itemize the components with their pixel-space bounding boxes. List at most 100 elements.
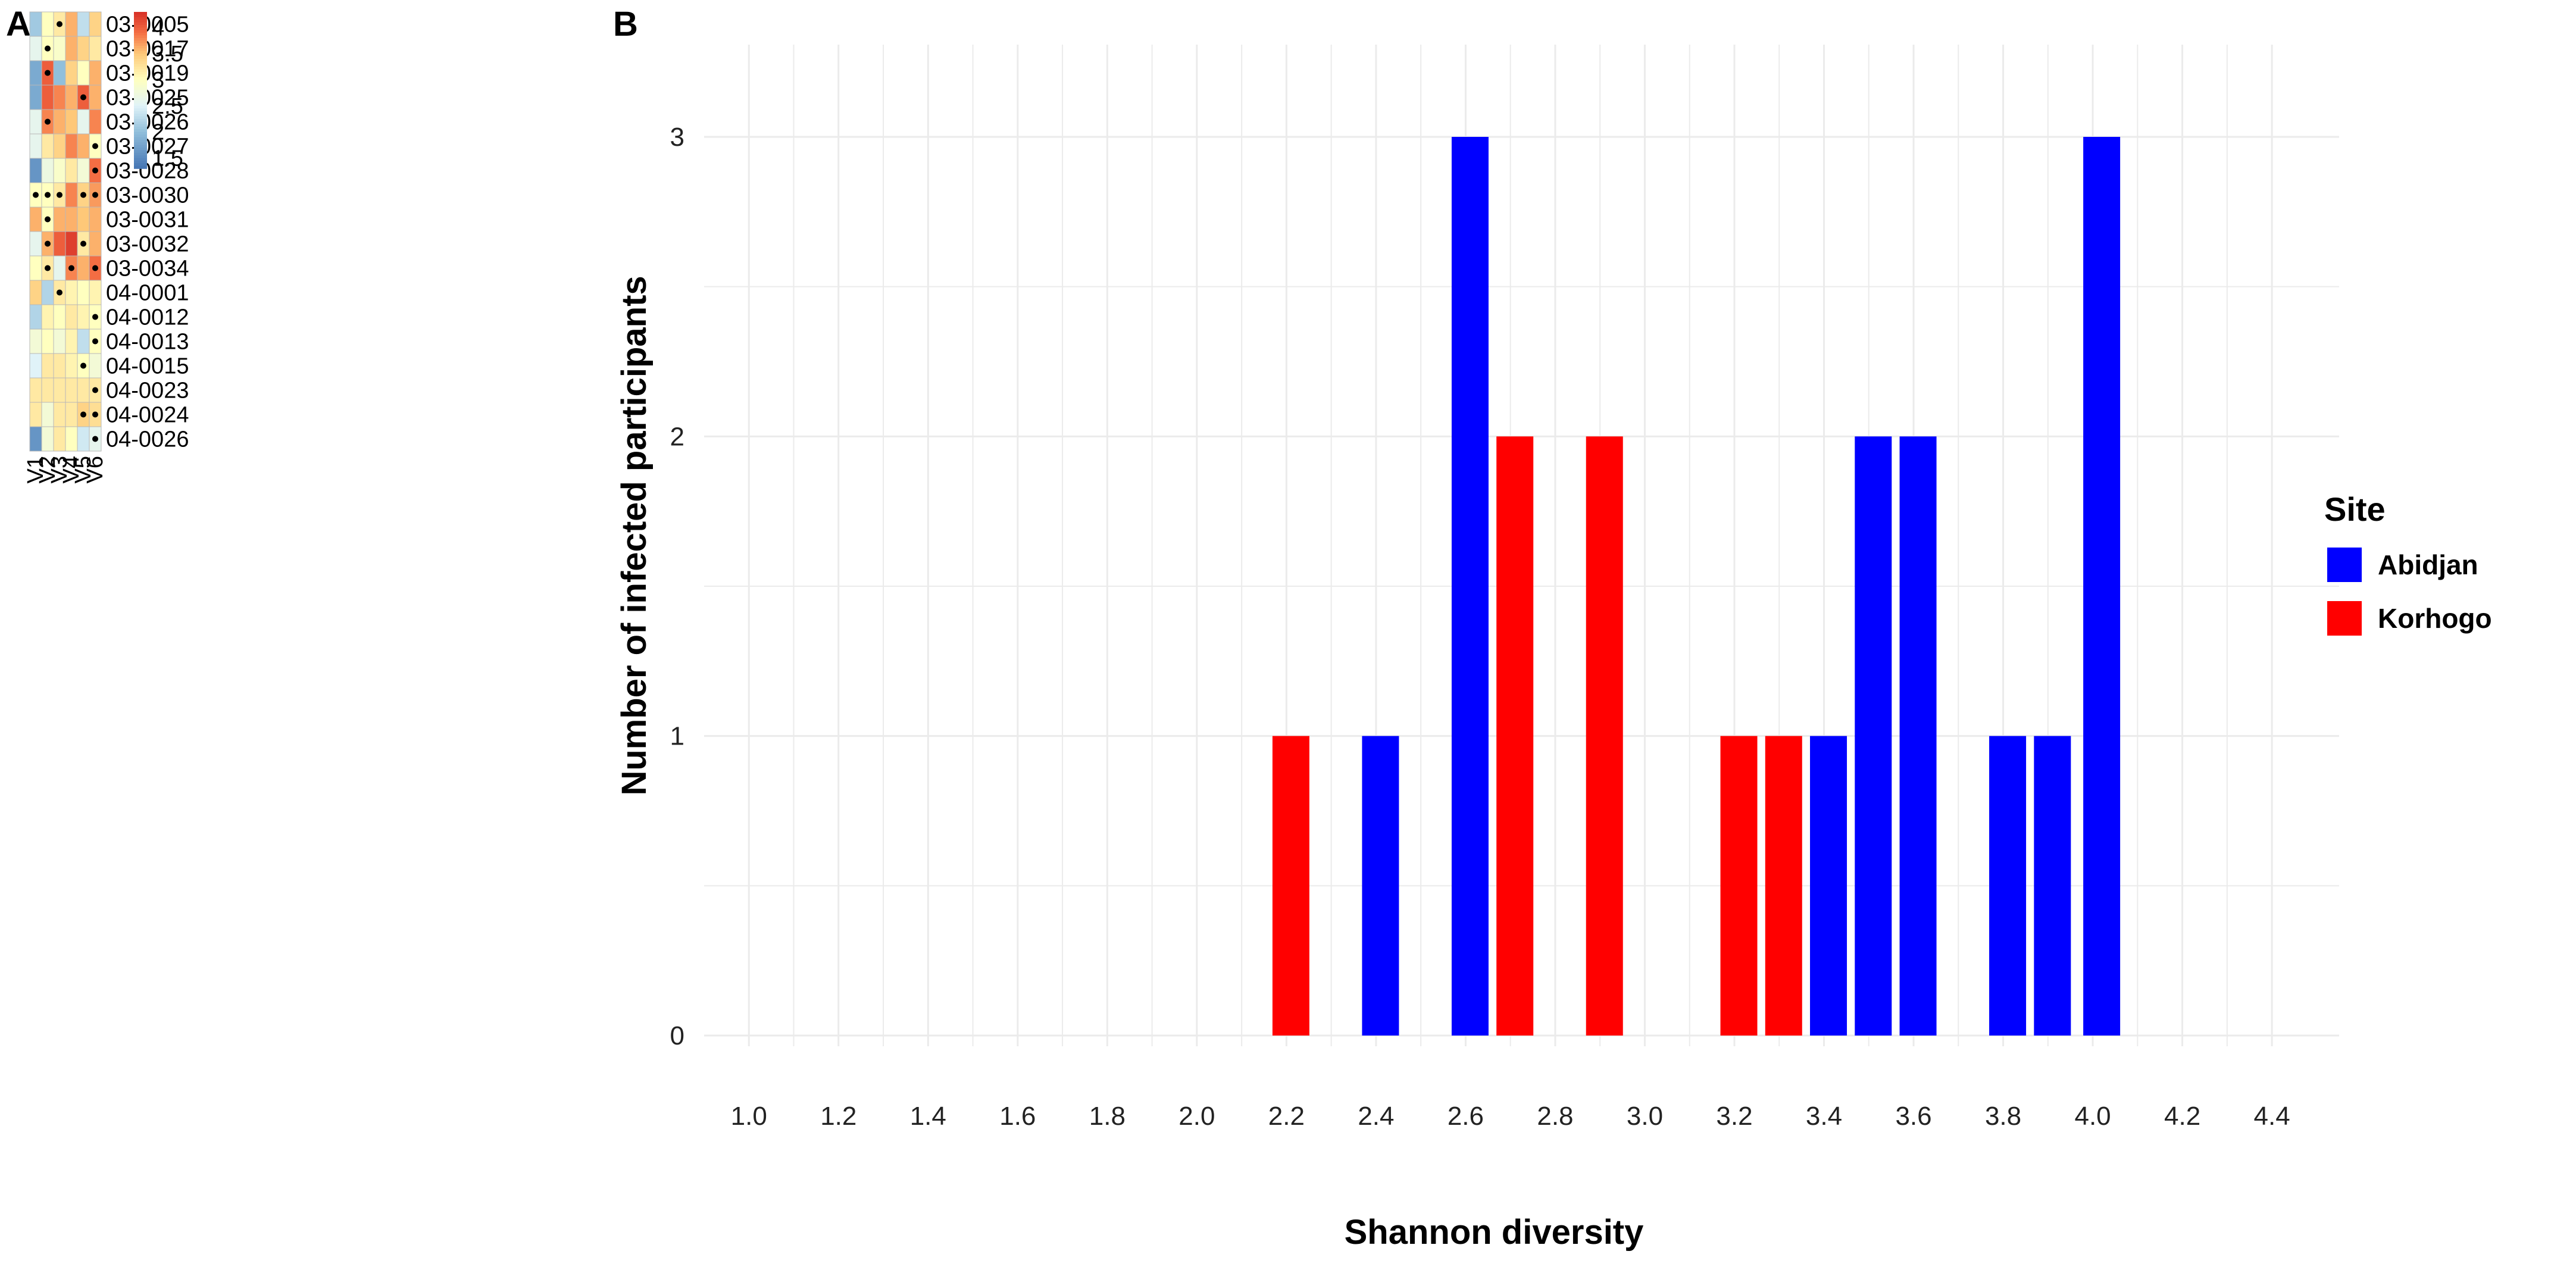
x-tick-label: 4.4 (2254, 1102, 2290, 1131)
heatmap-cell (29, 353, 42, 379)
heatmap-cell (29, 255, 42, 281)
colorbar-segment (134, 132, 147, 135)
heatmap-cell (53, 158, 66, 183)
colorbar-segment (134, 147, 147, 151)
colorbar-segment (134, 56, 147, 60)
heatmap-cell (77, 207, 90, 232)
colorbar-segment (134, 77, 147, 80)
heatmap-cell (41, 353, 54, 379)
heatmap-column-label: V2 (35, 456, 60, 483)
heatmap-marker-dot (92, 167, 98, 174)
bar-abidjan (2034, 736, 2071, 1036)
y-tick-label: 3 (670, 123, 684, 152)
panel-label-a: A (6, 5, 31, 43)
heatmap-cell (29, 231, 42, 257)
panel-label-b: B (613, 5, 638, 43)
heatmap-cell (53, 231, 66, 257)
legend-title: Site (2324, 490, 2386, 528)
heatmap-markers (33, 21, 98, 442)
heatmap-cell (29, 426, 42, 452)
colorbar-segment (134, 118, 147, 122)
heatmap-column-label: V5 (71, 456, 96, 483)
colorbar-segment (134, 45, 147, 49)
heatmap-marker-dot (80, 362, 86, 369)
colorbar-segment (134, 116, 147, 120)
heatmap-cell (41, 304, 54, 330)
heatmap-cell (65, 377, 78, 403)
heatmap-row-label: 03-0031 (106, 208, 189, 233)
heatmap-cell (41, 85, 54, 110)
heatmap-row-label: 03-0034 (106, 257, 189, 282)
heatmap-cell (65, 36, 78, 61)
x-tick-label: 2.4 (1358, 1102, 1394, 1131)
heatmap-cell (29, 158, 42, 183)
heatmap-row-label: 03-0026 (106, 110, 189, 135)
colorbar-segment (134, 20, 147, 23)
heatmap-marker-dot (92, 338, 98, 345)
x-tick-label: 1.4 (910, 1102, 946, 1131)
x-tick-label: 1.6 (999, 1102, 1036, 1131)
legend-items: Abidjan Korhogo (2327, 548, 2492, 636)
colorbar-segment (134, 37, 147, 42)
x-tick-label: 3.0 (1627, 1102, 1663, 1131)
heatmap-cell (89, 231, 102, 257)
colorbar-segment (134, 121, 147, 125)
heatmap-marker-dot (45, 70, 51, 76)
heatmap-cell (53, 402, 66, 427)
heatmap-marker-dot (45, 265, 51, 271)
heatmap-cell (53, 207, 66, 232)
bar-chart-bars (1272, 137, 2121, 1036)
colorbar-segment (134, 160, 147, 164)
colorbar-segment (134, 150, 147, 154)
heatmap-cell (29, 377, 42, 403)
colorbar-segment (134, 43, 147, 46)
heatmap-cell (89, 109, 102, 135)
colorbar-tick-label: 1.5 (152, 146, 183, 171)
heatmap-cell (29, 60, 42, 86)
heatmap-cell (89, 353, 102, 379)
heatmap-marker-dot (45, 192, 51, 198)
heatmap-cell (53, 426, 66, 452)
heatmap-marker-dot (45, 118, 51, 125)
heatmap-cell (77, 133, 90, 159)
heatmap-cell (77, 60, 90, 86)
colorbar-segment (134, 40, 147, 44)
heatmap-cell (41, 11, 54, 37)
x-tick-label: 1.8 (1089, 1102, 1126, 1131)
heatmap-cell (77, 280, 90, 305)
heatmap-cell (77, 11, 90, 37)
heatmap-marker-dot (92, 436, 98, 442)
heatmap-cell (53, 255, 66, 281)
colorbar-segment (134, 98, 147, 101)
colorbar: 1.522.533.54 (134, 12, 183, 171)
legend-swatch-abidjan (2327, 548, 2362, 582)
heatmap-cell (65, 402, 78, 427)
colorbar-segment (134, 129, 147, 133)
x-tick-label: 4.2 (2164, 1102, 2200, 1131)
y-axis-title: Number of infected participants (615, 276, 654, 795)
heatmap-cell (29, 109, 42, 135)
heatmap-cell (29, 11, 42, 37)
heatmap-row-label: 03-0030 (106, 183, 189, 208)
heatmap-marker-dot (80, 240, 86, 247)
heatmap-column-label: V3 (47, 456, 72, 483)
heatmap-cell (65, 231, 78, 257)
heatmap-cell (65, 182, 78, 208)
heatmap-cell (29, 402, 42, 427)
heatmap-cell (89, 280, 102, 305)
heatmap-cell (41, 280, 54, 305)
panel-a-heatmap: A 03-000503-001703-001903-002503-002603-… (6, 5, 189, 483)
colorbar-segment (134, 158, 147, 161)
heatmap-cell (53, 304, 66, 330)
colorbar-segment (134, 14, 147, 18)
heatmap-cell (77, 36, 90, 61)
colorbar-segment (134, 87, 147, 91)
heatmap-row-label: 03-0027 (106, 135, 189, 159)
heatmap-row-label: 03-0019 (106, 61, 189, 86)
heatmap-cell (89, 85, 102, 110)
colorbar-segment (134, 124, 147, 127)
heatmap-marker-dot (45, 45, 51, 52)
x-tick-label: 2.6 (1448, 1102, 1484, 1131)
